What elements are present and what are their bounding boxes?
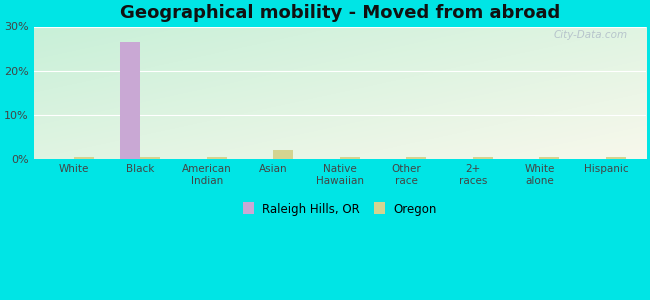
Bar — [207, 158, 227, 159]
Title: Geographical mobility - Moved from abroad: Geographical mobility - Moved from abroa… — [120, 4, 560, 22]
Legend: Raleigh Hills, OR, Oregon: Raleigh Hills, OR, Oregon — [240, 200, 440, 220]
Bar — [73, 158, 94, 159]
Bar — [473, 158, 493, 159]
Text: City-Data.com: City-Data.com — [553, 31, 627, 40]
Bar — [340, 158, 359, 159]
Bar — [140, 158, 160, 159]
Bar — [273, 150, 293, 159]
Bar — [406, 157, 426, 159]
Bar — [606, 157, 626, 159]
Bar — [540, 158, 560, 159]
Bar — [120, 42, 140, 159]
